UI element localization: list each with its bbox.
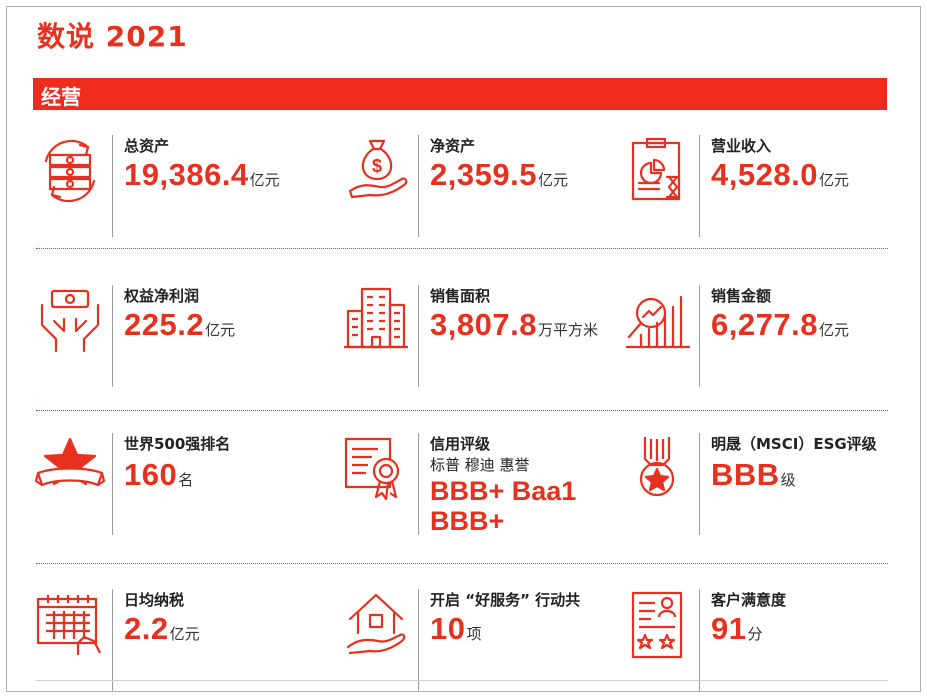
stat-value-line: 19,386.4亿元 xyxy=(124,157,280,193)
stat-unit: 亿元 xyxy=(249,171,280,189)
stat-value: 225.2 xyxy=(124,307,205,342)
star-ribbon-icon xyxy=(34,433,106,505)
stat-label: 销售面积 xyxy=(430,287,491,305)
stat-satisfaction: 客户满意度 91分 xyxy=(621,589,921,697)
section-band: 经营 xyxy=(33,78,887,110)
stat-unit: 亿元 xyxy=(818,321,849,339)
stat-label: 权益净利润 xyxy=(124,287,200,305)
rating-line-2: BBB+ xyxy=(430,506,505,536)
stat-value-line: 2,359.5亿元 xyxy=(430,157,568,193)
stat-net-assets: $ 净资产 2,359.5亿元 xyxy=(340,135,640,260)
document-stars-icon xyxy=(621,589,693,661)
divider xyxy=(418,135,419,237)
divider xyxy=(418,285,419,387)
rating-values: BBB+ Baa1 BBB+ xyxy=(430,476,576,536)
stat-unit: 亿元 xyxy=(818,171,849,189)
rating-agencies: 标普 穆迪 惠誉 xyxy=(430,456,530,474)
divider xyxy=(699,433,700,535)
stat-unit: 分 xyxy=(747,625,763,643)
money-bag-hand-icon: $ xyxy=(340,135,412,207)
certificate-icon xyxy=(340,433,412,505)
stat-value: 91 xyxy=(711,611,747,646)
stat-label: 总资产 xyxy=(124,137,170,155)
stat-unit: 级 xyxy=(780,471,796,489)
calendar-hand-icon xyxy=(34,589,106,661)
stat-unit: 亿元 xyxy=(205,321,236,339)
stat-label: 销售金额 xyxy=(711,287,772,305)
stat-unit: 项 xyxy=(466,625,482,643)
stat-value: 19,386.4 xyxy=(124,157,249,192)
stat-label: 客户满意度 xyxy=(711,591,787,609)
stat-revenue: 营业收入 4,528.0亿元 xyxy=(621,135,921,260)
stat-label: 明晟（MSCI）ESG评级 xyxy=(711,435,877,453)
stat-credit-rating: 信用评级 标普 穆迪 惠誉 BBB+ Baa1 BBB+ xyxy=(340,433,640,558)
hands-banknote-icon xyxy=(34,285,106,357)
stat-total-assets: 总资产 19,386.4亿元 xyxy=(34,135,334,260)
bottom-rule xyxy=(36,680,888,681)
row-separator xyxy=(36,248,888,249)
stat-value-line: 4,528.0亿元 xyxy=(711,157,849,193)
divider xyxy=(699,589,700,691)
stat-label: 世界500强排名 xyxy=(124,435,231,453)
stat-value: 10 xyxy=(430,611,466,646)
stat-esg-rating: 明晟（MSCI）ESG评级 BBB级 xyxy=(621,433,921,558)
stat-unit: 亿元 xyxy=(537,171,568,189)
stat-value-line: 3,807.8万平方米 xyxy=(430,307,598,343)
stat-value-line: 2.2亿元 xyxy=(124,611,200,647)
house-hand-icon xyxy=(340,589,412,661)
bar-chart-magnifier-icon xyxy=(621,285,693,357)
stat-value: 2.2 xyxy=(124,611,169,646)
stat-daily-tax: 日均纳税 2.2亿元 xyxy=(34,589,334,697)
stat-value-line: 225.2亿元 xyxy=(124,307,235,343)
divider xyxy=(418,589,419,691)
stat-value: BBB xyxy=(711,457,780,492)
buildings-icon xyxy=(340,285,412,357)
section-label: 经营 xyxy=(41,85,81,109)
stat-label: 日均纳税 xyxy=(124,591,185,609)
stat-value: 160 xyxy=(124,457,178,492)
stat-unit: 名 xyxy=(178,471,194,489)
stat-value: 2,359.5 xyxy=(430,157,537,192)
stat-unit: 亿元 xyxy=(169,625,200,643)
stat-label: 信用评级 xyxy=(430,435,491,453)
rating-line-1: BBB+ Baa1 xyxy=(430,476,577,506)
money-cycle-icon xyxy=(34,135,106,207)
divider xyxy=(112,433,113,535)
svg-text:$: $ xyxy=(372,156,382,176)
stat-value-line: 91分 xyxy=(711,611,763,647)
divider xyxy=(699,285,700,387)
stat-unit: 万平方米 xyxy=(537,321,598,339)
divider xyxy=(418,433,419,535)
stat-fortune500: 世界500强排名 160名 xyxy=(34,433,334,558)
stat-sales-amount: 销售金额 6,277.8亿元 xyxy=(621,285,921,410)
stat-sales-area: 销售面积 3,807.8万平方米 xyxy=(340,285,640,410)
medal-icon xyxy=(621,433,693,505)
stat-label: 净资产 xyxy=(430,137,476,155)
stat-good-service: 开启 “好服务” 行动共 10项 xyxy=(340,589,640,697)
stat-value: 4,528.0 xyxy=(711,157,818,192)
stat-value-line: 10项 xyxy=(430,611,482,647)
stat-net-profit: 权益净利润 225.2亿元 xyxy=(34,285,334,410)
stat-label: 营业收入 xyxy=(711,137,772,155)
clipboard-chart-hourglass-icon xyxy=(621,135,693,207)
stat-value-line: BBB级 xyxy=(711,457,796,493)
page-title: 数说 2021 xyxy=(37,20,188,53)
stat-value: 3,807.8 xyxy=(430,307,537,342)
divider xyxy=(699,135,700,237)
stat-value-line: 6,277.8亿元 xyxy=(711,307,849,343)
divider xyxy=(112,589,113,691)
stat-value: 6,277.8 xyxy=(711,307,818,342)
row-separator xyxy=(36,563,888,564)
row-separator xyxy=(36,410,888,411)
divider xyxy=(112,285,113,387)
divider xyxy=(112,135,113,237)
stat-value-line: 160名 xyxy=(124,457,193,493)
stat-label: 开启 “好服务” 行动共 xyxy=(430,591,581,609)
page-frame xyxy=(6,6,921,692)
